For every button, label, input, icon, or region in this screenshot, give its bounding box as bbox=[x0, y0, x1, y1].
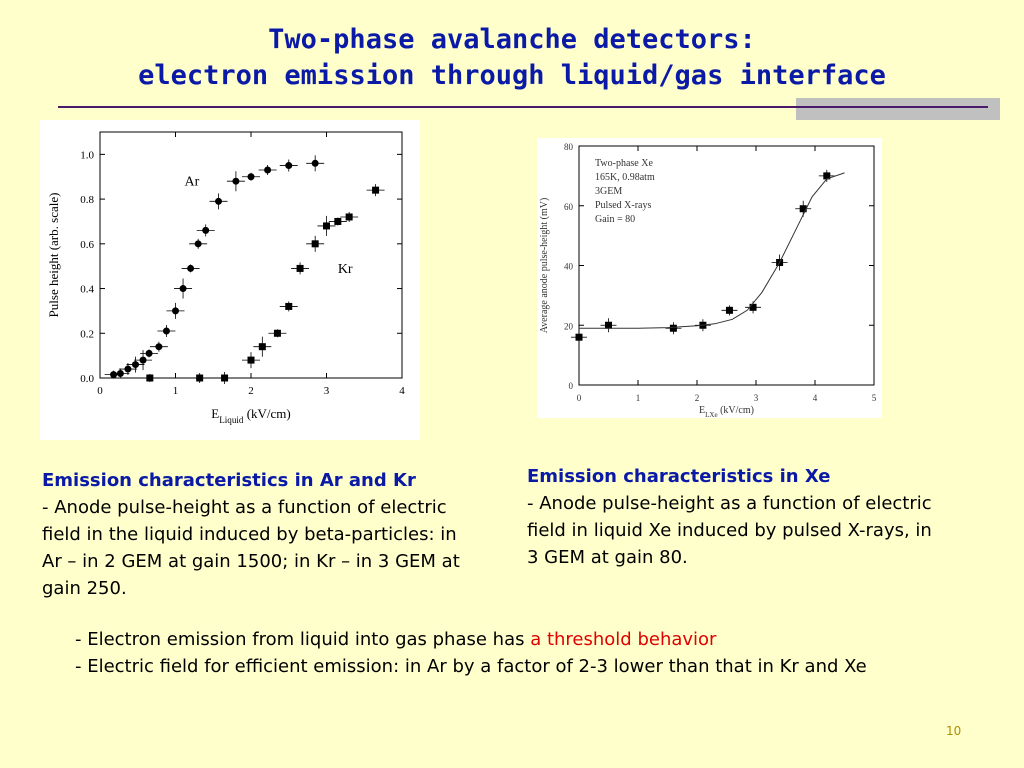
data-point-ar bbox=[116, 370, 124, 378]
y-tick-label: 0 bbox=[569, 381, 574, 391]
decorative-gray-bar bbox=[796, 98, 1000, 120]
data-point-kr bbox=[146, 374, 154, 382]
data-point-ar bbox=[194, 240, 202, 248]
chart-xe-svg: 0 1 2 3 4 5 0 20 40 60 80 ELXe (kV/cm) Average anode… bbox=[539, 142, 877, 419]
conclusion-bullets: - Electron emission from liquid into gas… bbox=[75, 626, 955, 680]
data-point-kr bbox=[296, 264, 304, 272]
bullet-field: - Electric field for efficient emission:… bbox=[75, 656, 867, 677]
caption-xe-body: - Anode pulse-height as a function of el… bbox=[527, 493, 932, 568]
annotation-line: Pulsed X-rays bbox=[595, 200, 651, 211]
y-tick-label: 0.4 bbox=[80, 284, 94, 296]
data-point-kr bbox=[258, 343, 266, 351]
x-axis-label: ELiquid (kV/cm) bbox=[211, 406, 291, 425]
y-axis-label: Pulse height (arb. scale) bbox=[46, 193, 61, 318]
x-tick-label: 4 bbox=[399, 385, 405, 397]
y-tick-label: 0.6 bbox=[80, 239, 94, 251]
threshold-highlight: a threshold behavior bbox=[530, 629, 717, 650]
series-label-ar: Ar bbox=[185, 175, 200, 190]
data-point-xe bbox=[823, 172, 831, 180]
annotation-line: Gain = 80 bbox=[595, 214, 635, 225]
caption-xe: Emission characteristics in Xe - Anode p… bbox=[527, 463, 947, 571]
data-point-ar bbox=[172, 307, 179, 315]
x-tick-label: 3 bbox=[754, 393, 759, 403]
data-point-ar bbox=[110, 371, 118, 379]
y-tick-label: 0.0 bbox=[80, 373, 94, 385]
data-point-kr bbox=[311, 240, 319, 248]
chart-ar-kr: 0 1 2 3 4 0.0 0.2 0.4 0.6 0.8 1.0 ELiquid (kV/cm) Pu… bbox=[40, 120, 420, 440]
page-number: 10 bbox=[946, 724, 962, 738]
data-point-ar bbox=[162, 327, 170, 335]
data-point-kr bbox=[345, 213, 353, 221]
caption-ar-kr: Emission characteristics in Ar and Kr - … bbox=[42, 467, 482, 602]
data-point-ar bbox=[124, 365, 132, 373]
annotation-line: Two-phase Xe bbox=[595, 158, 653, 169]
fit-curve bbox=[579, 172, 845, 329]
y-tick-label: 0.2 bbox=[80, 328, 94, 340]
data-point-xe bbox=[749, 303, 757, 311]
y-tick-label: 0.8 bbox=[80, 194, 94, 206]
x-tick-label: 3 bbox=[324, 385, 330, 397]
chart-ar-kr-svg: 0 1 2 3 4 0.0 0.2 0.4 0.6 0.8 1.0 ELiquid (kV/cm) Pu… bbox=[46, 131, 405, 425]
title-underline bbox=[58, 106, 988, 108]
x-tick-label: 0 bbox=[97, 385, 103, 397]
data-point-ar bbox=[131, 361, 139, 369]
slide-title: Two-phase avalanche detectors: electron … bbox=[0, 22, 1024, 94]
x-tick-label: 5 bbox=[872, 393, 877, 403]
data-point-ar bbox=[285, 162, 293, 170]
x-tick-label: 0 bbox=[577, 393, 582, 403]
data-point-ar bbox=[311, 159, 319, 167]
bullet-threshold-text: - Electron emission from liquid into gas… bbox=[75, 629, 531, 650]
data-point-ar bbox=[264, 166, 272, 174]
y-axis-label: Average anode pulse-height (mV) bbox=[539, 198, 550, 334]
data-point-xe bbox=[605, 321, 612, 329]
data-point-xe bbox=[669, 324, 677, 332]
series-label-kr: Kr bbox=[338, 262, 353, 277]
title-line-1: Two-phase avalanche detectors: bbox=[268, 24, 756, 55]
x-tick-label: 1 bbox=[636, 393, 641, 403]
data-point-xe bbox=[799, 205, 807, 213]
data-point-ar bbox=[139, 356, 147, 364]
data-point-ar bbox=[247, 173, 255, 181]
x-tick-label: 2 bbox=[248, 385, 254, 397]
data-point-xe bbox=[725, 306, 733, 314]
data-point-ar bbox=[145, 349, 153, 357]
data-point-ar bbox=[202, 226, 210, 234]
data-point-kr bbox=[196, 374, 204, 382]
title-line-2: electron emission through liquid/gas int… bbox=[138, 60, 886, 91]
x-tick-label: 1 bbox=[173, 385, 179, 397]
caption-ar-kr-heading: Emission characteristics in Ar and Kr bbox=[42, 470, 416, 491]
data-point-kr bbox=[247, 356, 255, 364]
data-point-kr bbox=[273, 329, 281, 337]
data-point-kr bbox=[285, 302, 293, 310]
data-point-ar bbox=[187, 264, 195, 272]
y-tick-label: 60 bbox=[564, 202, 574, 212]
data-point-kr bbox=[221, 374, 229, 382]
x-tick-label: 4 bbox=[813, 393, 818, 403]
data-point-kr bbox=[323, 222, 330, 230]
y-tick-label: 80 bbox=[564, 142, 574, 152]
data-point-ar bbox=[155, 343, 163, 351]
annotation-line: 165K, 0.98atm bbox=[595, 172, 655, 183]
y-tick-label: 1.0 bbox=[80, 149, 94, 161]
data-point-ar bbox=[179, 285, 187, 293]
data-point-ar bbox=[215, 197, 223, 205]
caption-ar-kr-body: - Anode pulse-height as a function of el… bbox=[42, 497, 460, 599]
x-axis-label: ELXe (kV/cm) bbox=[699, 405, 754, 418]
data-point-kr bbox=[372, 186, 380, 194]
caption-xe-heading: Emission characteristics in Xe bbox=[527, 466, 831, 487]
bullet-threshold: - Electron emission from liquid into gas… bbox=[75, 626, 955, 653]
data-point-xe bbox=[575, 333, 583, 341]
x-tick-label: 2 bbox=[695, 393, 700, 403]
y-tick-label: 20 bbox=[564, 321, 574, 331]
chart-xe: 0 1 2 3 4 5 0 20 40 60 80 ELXe (kV/cm) Average anode… bbox=[537, 138, 882, 419]
data-point-kr bbox=[334, 217, 342, 225]
plot-frame bbox=[99, 131, 403, 379]
data-point-ar bbox=[232, 177, 240, 185]
annotation-line: 3GEM bbox=[595, 186, 622, 197]
y-tick-label: 40 bbox=[564, 262, 574, 272]
